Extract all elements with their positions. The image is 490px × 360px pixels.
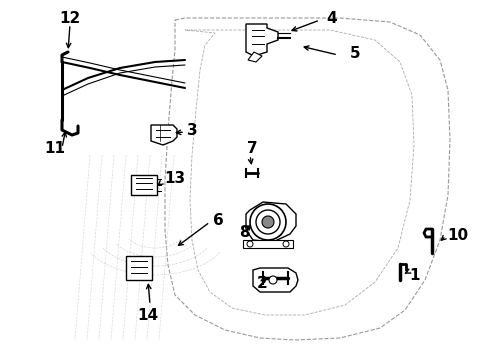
Text: 11: 11 — [45, 140, 66, 156]
Text: 13: 13 — [165, 171, 186, 185]
Text: 3: 3 — [187, 122, 197, 138]
Circle shape — [283, 241, 289, 247]
Circle shape — [256, 210, 280, 234]
Circle shape — [250, 204, 286, 240]
Text: 5: 5 — [350, 45, 360, 60]
Text: 8: 8 — [239, 225, 249, 239]
Text: 7: 7 — [246, 140, 257, 156]
Text: 2: 2 — [257, 275, 268, 291]
Text: 6: 6 — [213, 212, 223, 228]
Text: 9: 9 — [273, 225, 283, 239]
Polygon shape — [246, 202, 296, 242]
Text: 1: 1 — [410, 267, 420, 283]
Text: 10: 10 — [447, 228, 468, 243]
Polygon shape — [246, 24, 278, 56]
Circle shape — [262, 216, 274, 228]
Polygon shape — [253, 268, 298, 292]
Polygon shape — [126, 256, 152, 280]
Bar — [243, 240, 293, 248]
Text: 12: 12 — [59, 10, 81, 26]
Circle shape — [269, 276, 277, 284]
Text: 4: 4 — [327, 10, 337, 26]
Text: 14: 14 — [137, 307, 159, 323]
Polygon shape — [151, 125, 177, 145]
Polygon shape — [248, 52, 262, 62]
Circle shape — [247, 241, 253, 247]
Polygon shape — [131, 175, 157, 195]
